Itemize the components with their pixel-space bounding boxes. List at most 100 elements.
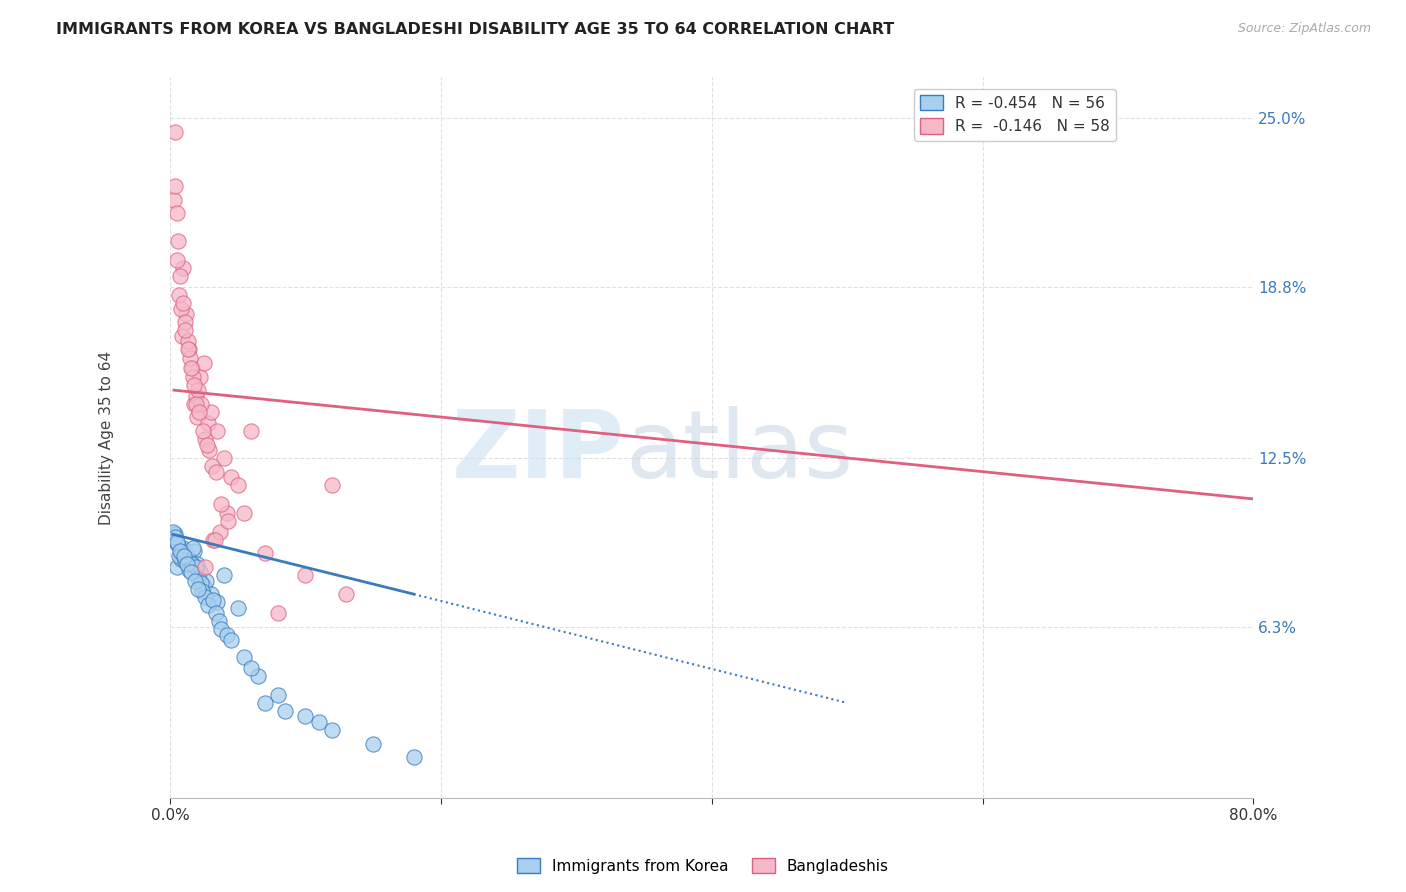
- Point: [274, 704, 297, 718]
- Point: [197, 416, 219, 430]
- Point: [166, 560, 188, 574]
- Point: [187, 383, 209, 397]
- Point: [215, 628, 238, 642]
- Point: [190, 397, 212, 411]
- Point: [200, 587, 222, 601]
- Point: [177, 563, 200, 577]
- Text: ZIP: ZIP: [453, 406, 626, 498]
- Point: [187, 571, 209, 585]
- Point: [163, 533, 186, 547]
- Point: [169, 549, 191, 563]
- Point: [233, 649, 256, 664]
- Point: [202, 592, 225, 607]
- Point: [294, 568, 316, 582]
- Point: [267, 688, 290, 702]
- Point: [204, 533, 226, 547]
- Point: [174, 546, 197, 560]
- Point: [186, 410, 208, 425]
- Point: [163, 193, 186, 207]
- Point: [163, 179, 186, 194]
- Point: [163, 530, 186, 544]
- Point: [202, 533, 225, 547]
- Point: [212, 451, 235, 466]
- Point: [207, 595, 229, 609]
- Point: [308, 714, 330, 729]
- Point: [169, 268, 191, 283]
- Point: [240, 424, 263, 438]
- Point: [170, 301, 193, 316]
- Point: [188, 566, 211, 580]
- Point: [208, 615, 231, 629]
- Point: [165, 527, 187, 541]
- Point: [181, 541, 204, 555]
- Point: [179, 554, 201, 568]
- Point: [180, 566, 202, 580]
- Point: [181, 369, 204, 384]
- Point: [176, 551, 198, 566]
- Point: [172, 541, 194, 555]
- Point: [194, 590, 217, 604]
- Point: [194, 432, 217, 446]
- Point: [176, 334, 198, 349]
- Point: [172, 260, 194, 275]
- Point: [172, 328, 194, 343]
- Point: [180, 361, 202, 376]
- Point: [165, 125, 187, 139]
- Point: [177, 343, 200, 357]
- Point: [191, 584, 214, 599]
- Legend: Immigrants from Korea, Bangladeshis: Immigrants from Korea, Bangladeshis: [510, 852, 896, 880]
- Point: [166, 206, 188, 220]
- Point: [167, 234, 190, 248]
- Point: [184, 560, 207, 574]
- Point: [193, 579, 215, 593]
- Point: [166, 252, 188, 267]
- Point: [183, 543, 205, 558]
- Point: [212, 568, 235, 582]
- Legend: R = -0.454   N = 56, R =  -0.146   N = 58: R = -0.454 N = 56, R = -0.146 N = 58: [914, 88, 1116, 141]
- Point: [217, 514, 239, 528]
- Point: [195, 574, 218, 588]
- Point: [174, 307, 197, 321]
- Point: [169, 543, 191, 558]
- Point: [183, 377, 205, 392]
- Point: [177, 343, 200, 357]
- Point: [172, 296, 194, 310]
- Point: [173, 315, 195, 329]
- Point: [246, 669, 269, 683]
- Point: [240, 660, 263, 674]
- Point: [294, 709, 316, 723]
- Point: [194, 560, 217, 574]
- Text: Source: ZipAtlas.com: Source: ZipAtlas.com: [1237, 22, 1371, 36]
- Point: [201, 459, 224, 474]
- Point: [172, 546, 194, 560]
- Point: [180, 558, 202, 572]
- Point: [173, 554, 195, 568]
- Point: [167, 538, 190, 552]
- Point: [188, 369, 211, 384]
- Point: [184, 389, 207, 403]
- Point: [267, 606, 290, 620]
- Y-axis label: Disability Age 35 to 64: Disability Age 35 to 64: [100, 351, 114, 524]
- Text: IMMIGRANTS FROM KOREA VS BANGLADESHI DISABILITY AGE 35 TO 64 CORRELATION CHART: IMMIGRANTS FROM KOREA VS BANGLADESHI DIS…: [56, 22, 894, 37]
- Point: [198, 442, 221, 457]
- Point: [179, 351, 201, 365]
- Point: [321, 723, 343, 737]
- Point: [173, 549, 195, 563]
- Point: [187, 582, 209, 596]
- Point: [186, 558, 208, 572]
- Point: [209, 497, 232, 511]
- Point: [226, 478, 249, 492]
- Point: [180, 361, 202, 376]
- Point: [176, 558, 198, 572]
- Point: [335, 587, 357, 601]
- Point: [219, 633, 242, 648]
- Point: [215, 506, 238, 520]
- Point: [219, 470, 242, 484]
- Point: [170, 551, 193, 566]
- Point: [197, 598, 219, 612]
- Point: [321, 478, 343, 492]
- Point: [209, 623, 232, 637]
- Point: [184, 574, 207, 588]
- Point: [183, 397, 205, 411]
- Point: [169, 288, 191, 302]
